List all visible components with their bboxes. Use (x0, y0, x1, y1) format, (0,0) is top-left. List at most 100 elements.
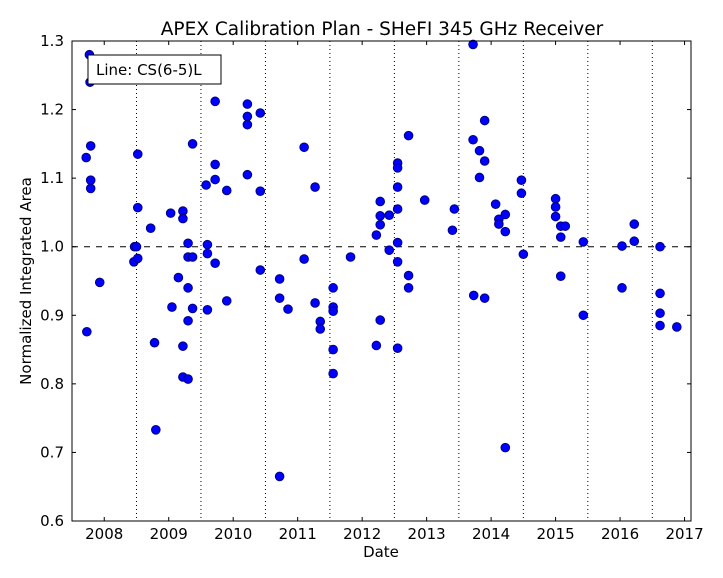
y-tick-label: 1.3 (40, 32, 64, 50)
plot-frame (71, 40, 692, 522)
x-tick-label: 2013 (408, 525, 446, 543)
data-point (85, 175, 96, 185)
data-point (392, 204, 403, 214)
data-point (474, 145, 485, 156)
data-point (242, 169, 253, 180)
chart-title: APEX Calibration Plan - SHeFI 345 GHz Re… (161, 19, 604, 40)
data-point (183, 238, 193, 249)
x-tick-label: 2015 (537, 525, 575, 543)
data-point (178, 341, 188, 351)
data-point (328, 283, 338, 293)
data-point (85, 141, 96, 151)
data-point (255, 108, 266, 118)
data-point (516, 175, 527, 185)
data-point (550, 211, 561, 222)
data-point (375, 211, 386, 221)
data-point (210, 159, 220, 170)
data-point (617, 283, 627, 293)
data-point (202, 248, 213, 259)
data-point (81, 152, 91, 163)
data-point (555, 271, 566, 282)
data-point (479, 293, 490, 303)
data-point (516, 188, 527, 199)
data-point (518, 249, 529, 260)
y-tick-label: 1.1 (40, 169, 64, 187)
data-point (149, 337, 160, 348)
data-point (221, 296, 232, 306)
y-tick-label: 0.8 (40, 375, 64, 393)
data-point (201, 180, 211, 190)
data-point (131, 241, 142, 252)
data-point (447, 225, 458, 236)
y-tick-label: 1.2 (40, 101, 64, 119)
data-point (375, 315, 386, 325)
data-point (468, 134, 478, 145)
data-point (449, 204, 460, 214)
data-point (479, 156, 490, 166)
data-point (550, 193, 561, 204)
data-point (202, 239, 213, 250)
data-point (474, 172, 485, 183)
data-point (328, 306, 338, 316)
data-point (392, 163, 403, 173)
y-axis-label: Normalized Integrated Area (17, 177, 35, 385)
x-tick-label: 2009 (150, 525, 188, 543)
x-tick-label: 2011 (279, 525, 317, 543)
data-point (328, 344, 338, 355)
legend: Line: CS(6-5)L (87, 54, 222, 85)
data-point (500, 442, 511, 453)
x-tick-label: 2012 (343, 525, 381, 543)
data-point (494, 219, 504, 229)
data-point (392, 182, 403, 192)
data-point (629, 219, 640, 229)
data-point (468, 39, 478, 50)
legend-box (87, 54, 222, 85)
data-point (242, 111, 253, 122)
x-tick-label: 2008 (85, 525, 123, 543)
data-point (392, 237, 403, 248)
data-point (310, 182, 320, 192)
data-point (560, 221, 571, 231)
data-point (500, 209, 511, 220)
data-point (151, 425, 161, 435)
data-point (187, 303, 198, 314)
data-point (392, 257, 403, 267)
data-point (375, 219, 386, 230)
data-point (672, 322, 682, 332)
data-point (242, 99, 253, 109)
y-tick-label: 0.7 (40, 443, 64, 461)
data-point (310, 298, 320, 308)
data-point (500, 226, 511, 237)
data-point (178, 213, 188, 224)
data-point (403, 130, 414, 141)
data-point (403, 283, 414, 293)
data-point (210, 174, 220, 185)
data-point (479, 115, 490, 126)
data-point (132, 253, 143, 264)
y-tick-label: 1.0 (40, 238, 64, 256)
data-point (629, 236, 640, 247)
data-point (655, 288, 665, 299)
data-point (274, 274, 285, 284)
data-point (578, 310, 589, 321)
data-point (550, 202, 561, 212)
data-point (468, 290, 479, 301)
data-point (255, 186, 266, 196)
data-point (242, 119, 253, 130)
data-point (85, 183, 96, 194)
data-point (183, 374, 193, 384)
data-point (403, 270, 414, 281)
data-point (578, 237, 589, 247)
data-point (183, 283, 193, 293)
x-tick-label: 2017 (665, 525, 703, 543)
data-point (274, 293, 285, 303)
x-tick-label: 2016 (601, 525, 639, 543)
data-points (81, 39, 682, 482)
data-point (655, 320, 665, 331)
data-point (145, 223, 156, 233)
data-point (94, 277, 105, 288)
data-point (490, 199, 501, 209)
data-point (187, 252, 198, 262)
x-tick-label: 2010 (214, 525, 252, 543)
